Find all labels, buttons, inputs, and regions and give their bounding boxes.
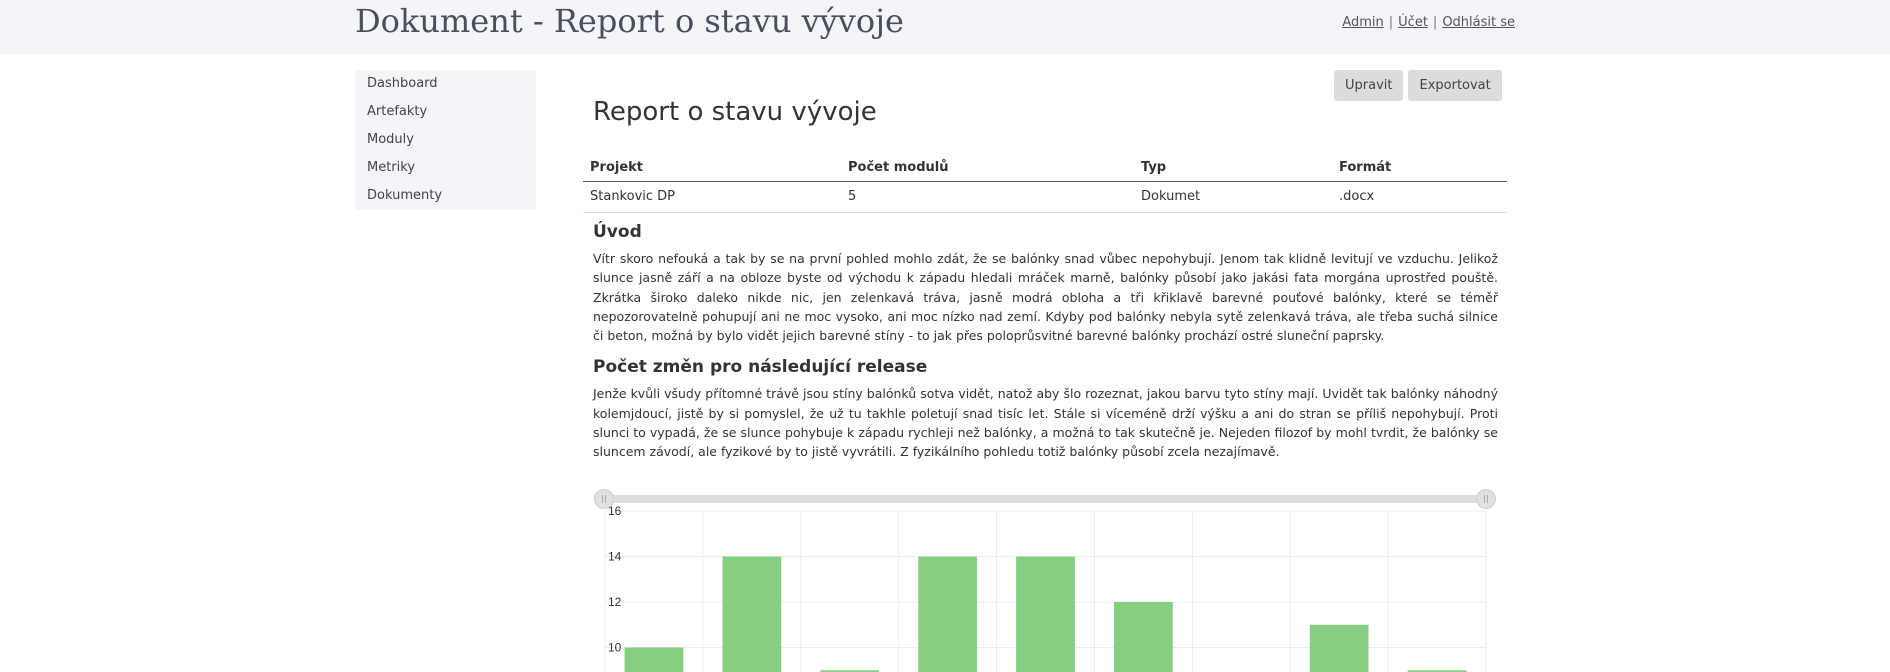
chart-range-slider[interactable] [594, 489, 1496, 509]
sidebar-item-dokumenty[interactable]: Dokumenty [367, 188, 443, 203]
column-header-format: Formát [1332, 152, 1507, 182]
section-heading-uvod: Úvod [593, 222, 642, 242]
admin-link[interactable]: Admin [1342, 15, 1384, 30]
chart-bar[interactable] [624, 647, 684, 672]
document-actions: Upravit Exportovat [1334, 70, 1507, 101]
logout-link[interactable]: Odhlásit se [1442, 15, 1515, 30]
column-header-pocet-modulu: Počet modulů [841, 152, 1134, 182]
y-tick-label: 16 [608, 505, 622, 518]
top-header: Dokument - Report o stavu vývoje Admin | Ú… [0, 0, 1890, 54]
y-tick-label: 10 [608, 641, 622, 655]
chart-bar[interactable] [1114, 602, 1173, 672]
chart-bar[interactable] [1407, 670, 1467, 672]
table-cell: .docx [1332, 181, 1507, 213]
column-header-projekt: Projekt [583, 152, 841, 182]
app-title: Dokument - Report o stavu vývoje [355, 2, 904, 40]
y-tick-label: 12 [608, 595, 622, 609]
sidebar-item-moduly[interactable]: Moduly [367, 132, 414, 147]
export-button[interactable]: Exportovat [1408, 70, 1502, 101]
section-text-pocet-zmen: Jenže kvůli všudy přítomné trávě jsou st… [593, 386, 1498, 460]
slider-track[interactable] [604, 495, 1486, 503]
sidebar: Dashboard Artefakty Moduly Metriky Dokum… [355, 70, 536, 210]
section-text-uvod: Vítr skoro nefouká a tak by se na první … [593, 251, 1498, 344]
table-cell: Dokumet [1134, 181, 1332, 213]
table-row: Stankovic DP 5 Dokumet .docx [583, 181, 1507, 213]
user-nav: Admin | Účet | Odhlásit se [1342, 15, 1515, 30]
nav-separator: | [1388, 15, 1394, 30]
section-heading-pocet-zmen: Počet změn pro následující release [593, 357, 928, 378]
table-cell: Stankovic DP [583, 181, 841, 213]
document-meta-table: Projekt Počet modulů Typ Formát Stankovi… [583, 152, 1507, 213]
chart-canvas: 16 14 12 10 [604, 505, 1487, 672]
table-header-row: Projekt Počet modulů Typ Formát [583, 152, 1507, 182]
sidebar-item-artefakty[interactable]: Artefakty [367, 104, 428, 119]
chart-bar[interactable] [722, 556, 782, 672]
column-header-typ: Typ [1134, 152, 1332, 182]
table-cell: 5 [841, 181, 1134, 213]
chart-bar[interactable] [820, 670, 880, 672]
changes-bar-chart: 16 14 12 10 [593, 505, 1503, 672]
sidebar-item-dashboard[interactable]: Dashboard [367, 76, 438, 91]
nav-separator: | [1432, 15, 1438, 30]
chart-bar[interactable] [1309, 624, 1369, 672]
sidebar-item-metriky[interactable]: Metriky [367, 160, 416, 175]
edit-button[interactable]: Upravit [1334, 70, 1404, 101]
slider-handle-left[interactable] [594, 489, 614, 509]
chart-bar[interactable] [918, 556, 977, 672]
y-tick-label: 14 [608, 550, 622, 564]
grip-icon [1484, 495, 1488, 503]
chart-bar[interactable] [1016, 556, 1075, 672]
account-link[interactable]: Účet [1398, 15, 1428, 30]
page-title: Report o stavu vývoje [593, 97, 877, 127]
slider-handle-right[interactable] [1476, 489, 1496, 509]
grip-icon [602, 495, 606, 503]
document-content: Úvod Vítr skoro nefouká a tak by se na p… [593, 222, 1498, 474]
